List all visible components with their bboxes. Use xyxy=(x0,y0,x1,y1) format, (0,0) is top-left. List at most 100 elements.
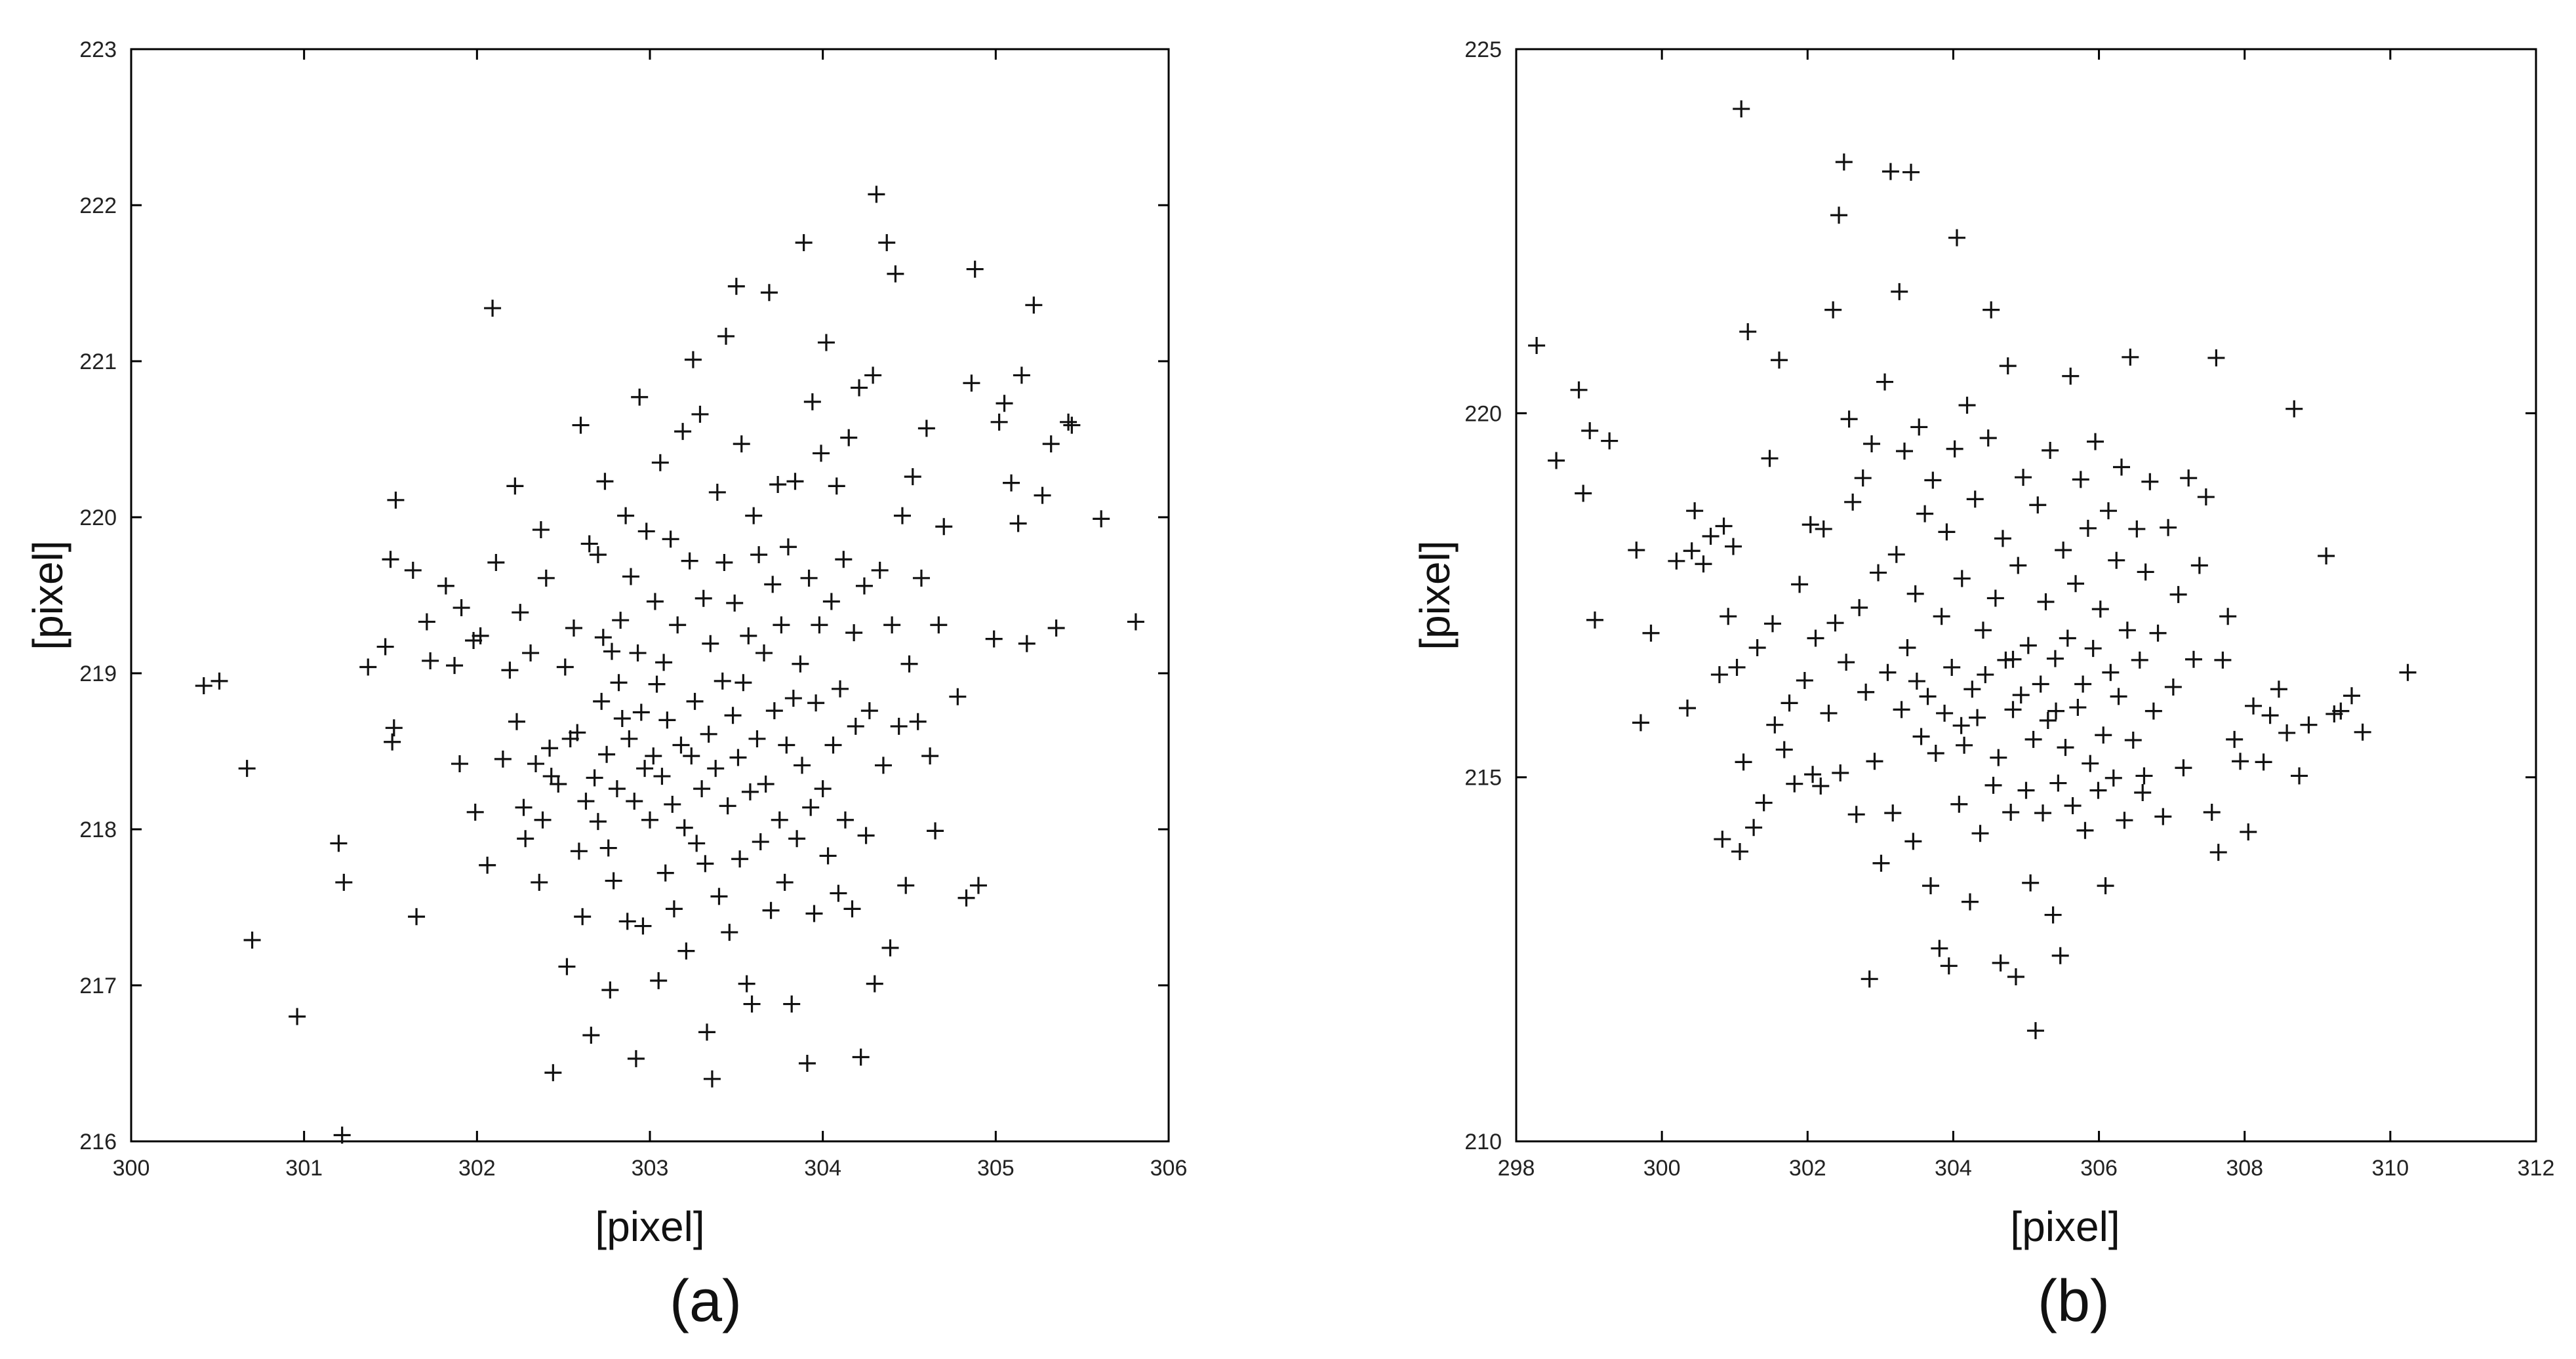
data-point-b-19 xyxy=(1724,538,1742,555)
data-point-b-77 xyxy=(1924,471,1942,489)
data-point-b-193 xyxy=(2399,663,2417,681)
data-point-a-9 xyxy=(376,638,394,656)
data-point-b-144 xyxy=(2095,726,2112,744)
data-point-a-140 xyxy=(762,901,780,919)
data-point-b-139 xyxy=(2082,755,2099,772)
data-point-b-7 xyxy=(1628,542,1645,559)
data-point-a-191 xyxy=(887,265,904,283)
data-point-b-38 xyxy=(1804,766,1822,783)
data-point-b-181 xyxy=(2255,753,2272,771)
x-tick-label-b-7: 312 xyxy=(2518,1156,2555,1181)
data-point-b-69 xyxy=(1902,163,1920,181)
axis-ticks-a: 300 301 302 303 304 305 306 216 217 218 219 220 221 2… xyxy=(79,37,1187,1181)
data-point-a-221 xyxy=(1063,416,1081,434)
x-tick-label-b-5: 308 xyxy=(2226,1156,2263,1181)
data-point-a-19 xyxy=(446,657,464,675)
data-point-a-208 xyxy=(969,876,987,894)
data-point-a-181 xyxy=(857,827,875,844)
data-point-a-111 xyxy=(700,725,717,743)
data-point-b-127 xyxy=(2051,947,2069,964)
data-point-a-25 xyxy=(479,856,496,874)
data-point-b-173 xyxy=(2207,349,2225,366)
data-point-b-156 xyxy=(2128,520,2146,538)
data-point-a-79 xyxy=(632,703,650,721)
panel-label-b: (b) xyxy=(2038,1269,2110,1334)
data-point-b-18 xyxy=(1720,608,1737,625)
data-point-a-188 xyxy=(878,234,896,252)
data-point-b-67 xyxy=(1896,443,1914,460)
data-point-b-10 xyxy=(1679,699,1697,717)
data-point-b-186 xyxy=(2291,767,2308,785)
data-point-b-39 xyxy=(1807,629,1824,647)
y-tick-label-b-1: 215 xyxy=(1464,766,1502,791)
y-tick-label-a-3: 219 xyxy=(79,661,117,686)
data-point-b-150 xyxy=(2110,688,2127,705)
y-tick-label-b-0: 210 xyxy=(1464,1130,1502,1154)
data-point-a-198 xyxy=(912,569,930,587)
data-point-a-146 xyxy=(776,873,794,891)
data-point-a-108 xyxy=(694,589,712,607)
data-point-a-52 xyxy=(574,908,592,926)
data-point-a-116 xyxy=(710,888,728,905)
data-point-b-57 xyxy=(1866,753,1883,770)
y-tick-label-a-7: 223 xyxy=(79,37,117,62)
data-point-a-86 xyxy=(648,675,666,693)
data-point-b-110 xyxy=(2009,557,2027,574)
data-point-a-194 xyxy=(897,876,915,894)
data-point-a-97 xyxy=(672,736,690,754)
data-point-a-58 xyxy=(589,813,607,831)
data-point-a-197 xyxy=(909,713,927,730)
plot-frame-a xyxy=(130,48,1170,1143)
y-tick-label-b-3: 225 xyxy=(1464,37,1502,62)
y-axis-label-b: [pixel] xyxy=(1411,540,1459,650)
data-point-a-61 xyxy=(596,473,614,490)
data-point-b-111 xyxy=(2012,686,2030,704)
data-point-b-47 xyxy=(1835,153,1853,171)
data-point-b-187 xyxy=(2300,716,2318,734)
data-point-b-129 xyxy=(2057,739,2074,757)
data-point-a-21 xyxy=(453,599,470,617)
data-point-a-13 xyxy=(387,491,405,509)
data-point-b-44 xyxy=(1826,614,1844,632)
data-point-a-137 xyxy=(755,644,773,662)
data-point-a-95 xyxy=(665,900,683,918)
data-point-a-105 xyxy=(688,835,706,852)
data-point-a-151 xyxy=(786,473,804,490)
data-point-b-131 xyxy=(2062,367,2080,385)
data-point-a-134 xyxy=(748,730,766,747)
data-point-b-158 xyxy=(2134,783,2152,801)
data-point-a-119 xyxy=(717,327,735,345)
x-tick-label-a-6: 306 xyxy=(1150,1156,1188,1181)
data-point-b-3 xyxy=(1575,484,1592,502)
data-point-b-20 xyxy=(1728,658,1746,676)
data-point-b-184 xyxy=(2278,724,2296,741)
data-point-a-1 xyxy=(211,672,228,690)
data-point-a-187 xyxy=(874,757,892,774)
data-point-b-95 xyxy=(1971,825,1989,842)
data-point-b-138 xyxy=(2079,519,2097,537)
data-point-a-50 xyxy=(570,842,588,860)
data-point-a-63 xyxy=(599,839,617,857)
data-point-b-5 xyxy=(1586,611,1603,629)
data-point-a-75 xyxy=(626,793,643,810)
data-point-b-106 xyxy=(1999,357,2017,375)
data-point-a-38 xyxy=(534,811,552,829)
data-point-a-164 xyxy=(814,780,832,798)
data-point-a-100 xyxy=(677,942,695,960)
data-point-b-70 xyxy=(1904,833,1922,850)
points-b xyxy=(1528,100,2417,1040)
data-point-b-79 xyxy=(1931,939,1948,957)
data-point-b-195 xyxy=(1908,673,1925,690)
data-point-a-70 xyxy=(613,710,631,728)
data-point-a-92 xyxy=(658,711,676,729)
data-point-a-3 xyxy=(243,931,261,949)
data-point-b-71 xyxy=(1906,585,1924,602)
data-point-b-148 xyxy=(2104,769,2122,787)
data-point-b-6 xyxy=(1601,432,1619,450)
data-point-b-155 xyxy=(2124,732,2142,749)
data-point-a-39 xyxy=(531,873,548,891)
data-point-a-182 xyxy=(860,702,878,720)
data-point-a-69 xyxy=(612,612,630,629)
data-point-b-74 xyxy=(1916,505,1934,522)
data-point-a-54 xyxy=(580,535,598,553)
